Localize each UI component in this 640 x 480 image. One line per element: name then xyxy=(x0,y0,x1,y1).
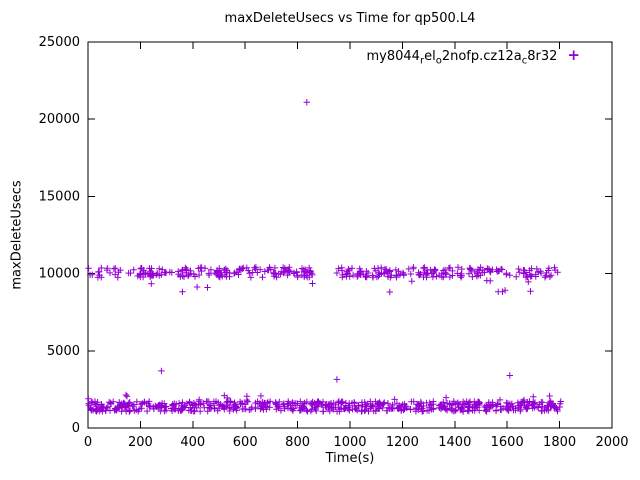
plot-border xyxy=(87,41,613,429)
x-tick-label: 2000 xyxy=(595,435,628,450)
x-tick-label: 1800 xyxy=(543,435,576,450)
chart-title: maxDeleteUsecs vs Time for qp500.L4 xyxy=(224,11,476,26)
x-tick-label: 200 xyxy=(128,435,153,450)
x-tick-label: 1200 xyxy=(386,435,419,450)
plus-marker-icon: + xyxy=(567,46,580,64)
legend-label: my8044relo2nofp.cz12ac8r32 xyxy=(366,49,558,67)
x-tick-label: 1000 xyxy=(333,435,366,450)
x-tick-label: 400 xyxy=(180,435,205,450)
y-tick-label: 5000 xyxy=(47,344,80,359)
data-points xyxy=(85,99,564,415)
x-tick-label: 0 xyxy=(84,435,92,450)
y-tick-label: 0 xyxy=(72,421,80,436)
x-tick-label: 1400 xyxy=(438,435,471,450)
x-tick-label: 800 xyxy=(285,435,310,450)
legend: my8044relo2nofp.cz12ac8r32 + xyxy=(366,46,580,67)
x-tick-label: 1600 xyxy=(491,435,524,450)
y-tick-label: 10000 xyxy=(39,267,80,282)
x-tick-label: 600 xyxy=(233,435,258,450)
y-tick-label: 15000 xyxy=(39,189,80,204)
y-tick-label: 25000 xyxy=(39,35,80,50)
x-axis-label: Time(s) xyxy=(325,451,375,466)
y-tick-label: 20000 xyxy=(39,112,80,127)
